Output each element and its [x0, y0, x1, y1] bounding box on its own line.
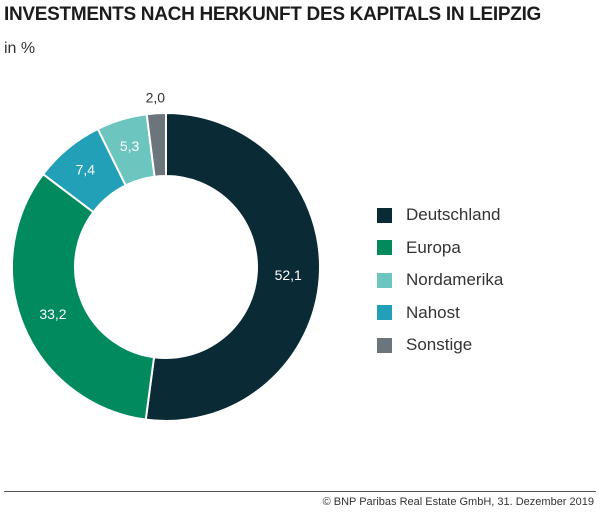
legend-label: Deutschland	[406, 205, 501, 225]
slice-sonstige	[145, 111, 167, 178]
chart-title: INVESTMENTS NACH HERKUNFT DES KAPITALS I…	[4, 4, 542, 25]
legend-swatch	[377, 240, 392, 256]
data-label: 52,1	[275, 267, 302, 283]
legend-label: Nordamerika	[406, 270, 504, 290]
slice-europa	[11, 172, 156, 421]
legend-swatch	[377, 337, 392, 353]
data-label: 33,2	[39, 306, 66, 322]
legend-label: Sonstige	[406, 335, 473, 355]
legend-item: Nordamerika	[377, 264, 503, 297]
data-label: 5,3	[120, 138, 140, 154]
data-label: 7,4	[76, 162, 96, 178]
legend-item: Sonstige	[377, 329, 503, 362]
legend-item: Europa	[377, 232, 503, 265]
legend: Deutschland Europa Nordamerika Nahost So…	[377, 199, 503, 362]
legend-swatch	[377, 272, 392, 288]
chart-subtitle: in %	[4, 40, 36, 57]
legend-swatch	[377, 305, 392, 321]
legend-item: Deutschland	[377, 199, 503, 232]
legend-label: Europa	[406, 237, 461, 257]
footer-divider	[4, 491, 596, 492]
copyright: © BNP Paribas Real Estate GmbH, 31. Deze…	[322, 496, 594, 508]
legend-swatch	[377, 207, 392, 223]
data-label: 2,0	[146, 89, 166, 105]
legend-label: Nahost	[406, 302, 460, 322]
slice-deutschland	[144, 111, 321, 422]
legend-item: Nahost	[377, 297, 503, 330]
